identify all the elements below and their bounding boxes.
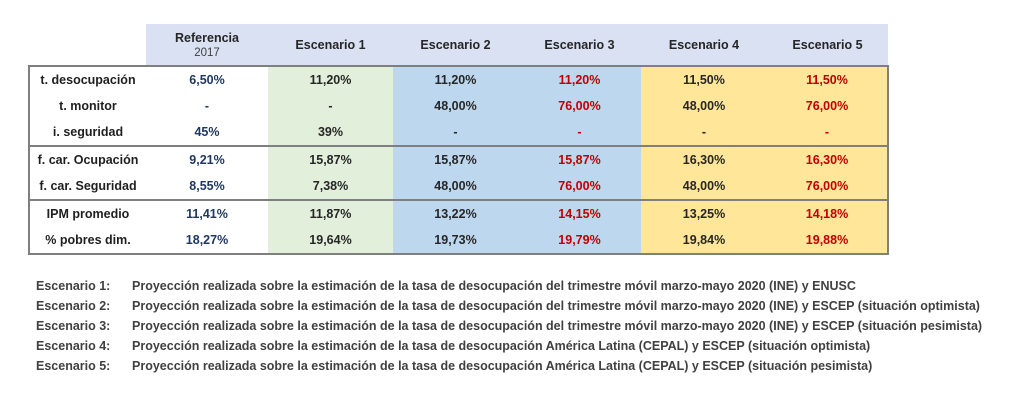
cell-escenario-3: 14,15% (518, 199, 641, 227)
cell-escenario-2: - (393, 119, 518, 147)
cell-escenario-1: 7,38% (268, 173, 393, 201)
legend-key: Escenario 2: (36, 299, 111, 313)
row-label: f. car. Seguridad (28, 173, 146, 201)
legend-item: Escenario 1: Proyección realizada sobre … (36, 276, 982, 296)
cell-escenario-1: - (268, 93, 393, 119)
cell-escenario-1: 15,87% (268, 145, 393, 173)
cell-escenario-4: 16,30% (641, 145, 767, 173)
cell-escenario-1: 39% (268, 119, 393, 147)
header-escenario-2: Escenario 2 (393, 24, 518, 66)
cell-escenario-2: 15,87% (393, 145, 518, 173)
cell-referencia: 6,50% (146, 65, 268, 93)
cell-escenario-4: - (641, 119, 767, 147)
group-ipm: IPM promedio 11,41% 11,87% 13,22% 14,15%… (28, 199, 889, 255)
cell-escenario-4: 48,00% (641, 93, 767, 119)
legend-text: Proyección realizada sobre la estimación… (132, 279, 856, 293)
scenario-table: Referencia 2017 Escenario 1 Escenario 2 … (28, 24, 889, 255)
cell-escenario-5: 76,00% (767, 173, 889, 201)
scenario-legend: Escenario 1: Proyección realizada sobre … (36, 276, 982, 376)
cell-escenario-3: 11,20% (518, 65, 641, 93)
cell-escenario-1: 19,64% (268, 227, 393, 255)
legend-text: Proyección realizada sobre la estimación… (132, 319, 983, 333)
cell-escenario-4: 48,00% (641, 173, 767, 201)
legend-key: Escenario 1: (36, 279, 111, 293)
legend-item: Escenario 3: Proyección realizada sobre … (36, 316, 982, 336)
row-label: i. seguridad (28, 119, 146, 147)
legend-item: Escenario 2: Proyección realizada sobre … (36, 296, 982, 316)
cell-escenario-2: 48,00% (393, 173, 518, 201)
table-row: t. desocupación 6,50% 11,20% 11,20% 11,2… (28, 65, 889, 93)
cell-escenario-5: 11,50% (767, 65, 889, 93)
table-row: i. seguridad 45% 39% - - - - (28, 119, 889, 147)
cell-escenario-2: 11,20% (393, 65, 518, 93)
cell-escenario-5: 76,00% (767, 93, 889, 119)
header-escenario-1: Escenario 1 (268, 24, 393, 66)
cell-referencia: - (146, 93, 268, 119)
cell-escenario-1: 11,20% (268, 65, 393, 93)
table-row: % pobres dim. 18,27% 19,64% 19,73% 19,79… (28, 227, 889, 255)
cell-referencia: 11,41% (146, 199, 268, 227)
row-label: f. car. Ocupación (28, 145, 146, 173)
cell-referencia: 8,55% (146, 173, 268, 201)
cell-referencia: 45% (146, 119, 268, 147)
cell-escenario-4: 19,84% (641, 227, 767, 255)
cell-escenario-4: 13,25% (641, 199, 767, 227)
legend-key: Escenario 3: (36, 319, 111, 333)
cell-escenario-4: 11,50% (641, 65, 767, 93)
cell-referencia: 18,27% (146, 227, 268, 255)
cell-escenario-3: 15,87% (518, 145, 641, 173)
row-label: % pobres dim. (28, 227, 146, 255)
header-referencia-year: 2017 (194, 46, 220, 59)
cell-referencia: 9,21% (146, 145, 268, 173)
header-escenario-5: Escenario 5 (767, 24, 888, 66)
cell-escenario-5: - (767, 119, 889, 147)
cell-escenario-5: 16,30% (767, 145, 889, 173)
group-factores: f. car. Ocupación 9,21% 15,87% 15,87% 15… (28, 145, 889, 201)
cell-escenario-2: 13,22% (393, 199, 518, 227)
cell-escenario-3: 76,00% (518, 93, 641, 119)
header-escenario-3: Escenario 3 (518, 24, 641, 66)
cell-escenario-2: 48,00% (393, 93, 518, 119)
legend-item: Escenario 4: Proyección realizada sobre … (36, 336, 982, 356)
legend-item: Escenario 5: Proyección realizada sobre … (36, 356, 982, 376)
group-desocupacion: t. desocupación 6,50% 11,20% 11,20% 11,2… (28, 65, 889, 147)
header-escenario-4: Escenario 4 (641, 24, 767, 66)
cell-escenario-3: 19,79% (518, 227, 641, 255)
legend-text: Proyección realizada sobre la estimación… (132, 339, 871, 353)
table-row: f. car. Ocupación 9,21% 15,87% 15,87% 15… (28, 145, 889, 173)
cell-escenario-3: 76,00% (518, 173, 641, 201)
legend-key: Escenario 4: (36, 339, 111, 353)
cell-escenario-3: - (518, 119, 641, 147)
legend-text: Proyección realizada sobre la estimación… (132, 359, 873, 373)
row-label: IPM promedio (28, 199, 146, 227)
table-row: f. car. Seguridad 8,55% 7,38% 48,00% 76,… (28, 173, 889, 201)
cell-escenario-2: 19,73% (393, 227, 518, 255)
legend-key: Escenario 5: (36, 359, 111, 373)
header-referencia-label: Referencia (175, 30, 239, 45)
cell-escenario-5: 14,18% (767, 199, 889, 227)
header-row: Referencia 2017 Escenario 1 Escenario 2 … (29, 24, 888, 66)
table-row: t. monitor - - 48,00% 76,00% 48,00% 76,0… (28, 93, 889, 119)
legend-text: Proyección realizada sobre la estimación… (132, 299, 980, 313)
cell-escenario-1: 11,87% (268, 199, 393, 227)
cell-escenario-5: 19,88% (767, 227, 889, 255)
header-referencia: Referencia 2017 (146, 24, 268, 66)
row-label: t. desocupación (28, 65, 146, 93)
header-blank (29, 24, 146, 66)
table-row: IPM promedio 11,41% 11,87% 13,22% 14,15%… (28, 199, 889, 227)
row-label: t. monitor (28, 93, 146, 119)
